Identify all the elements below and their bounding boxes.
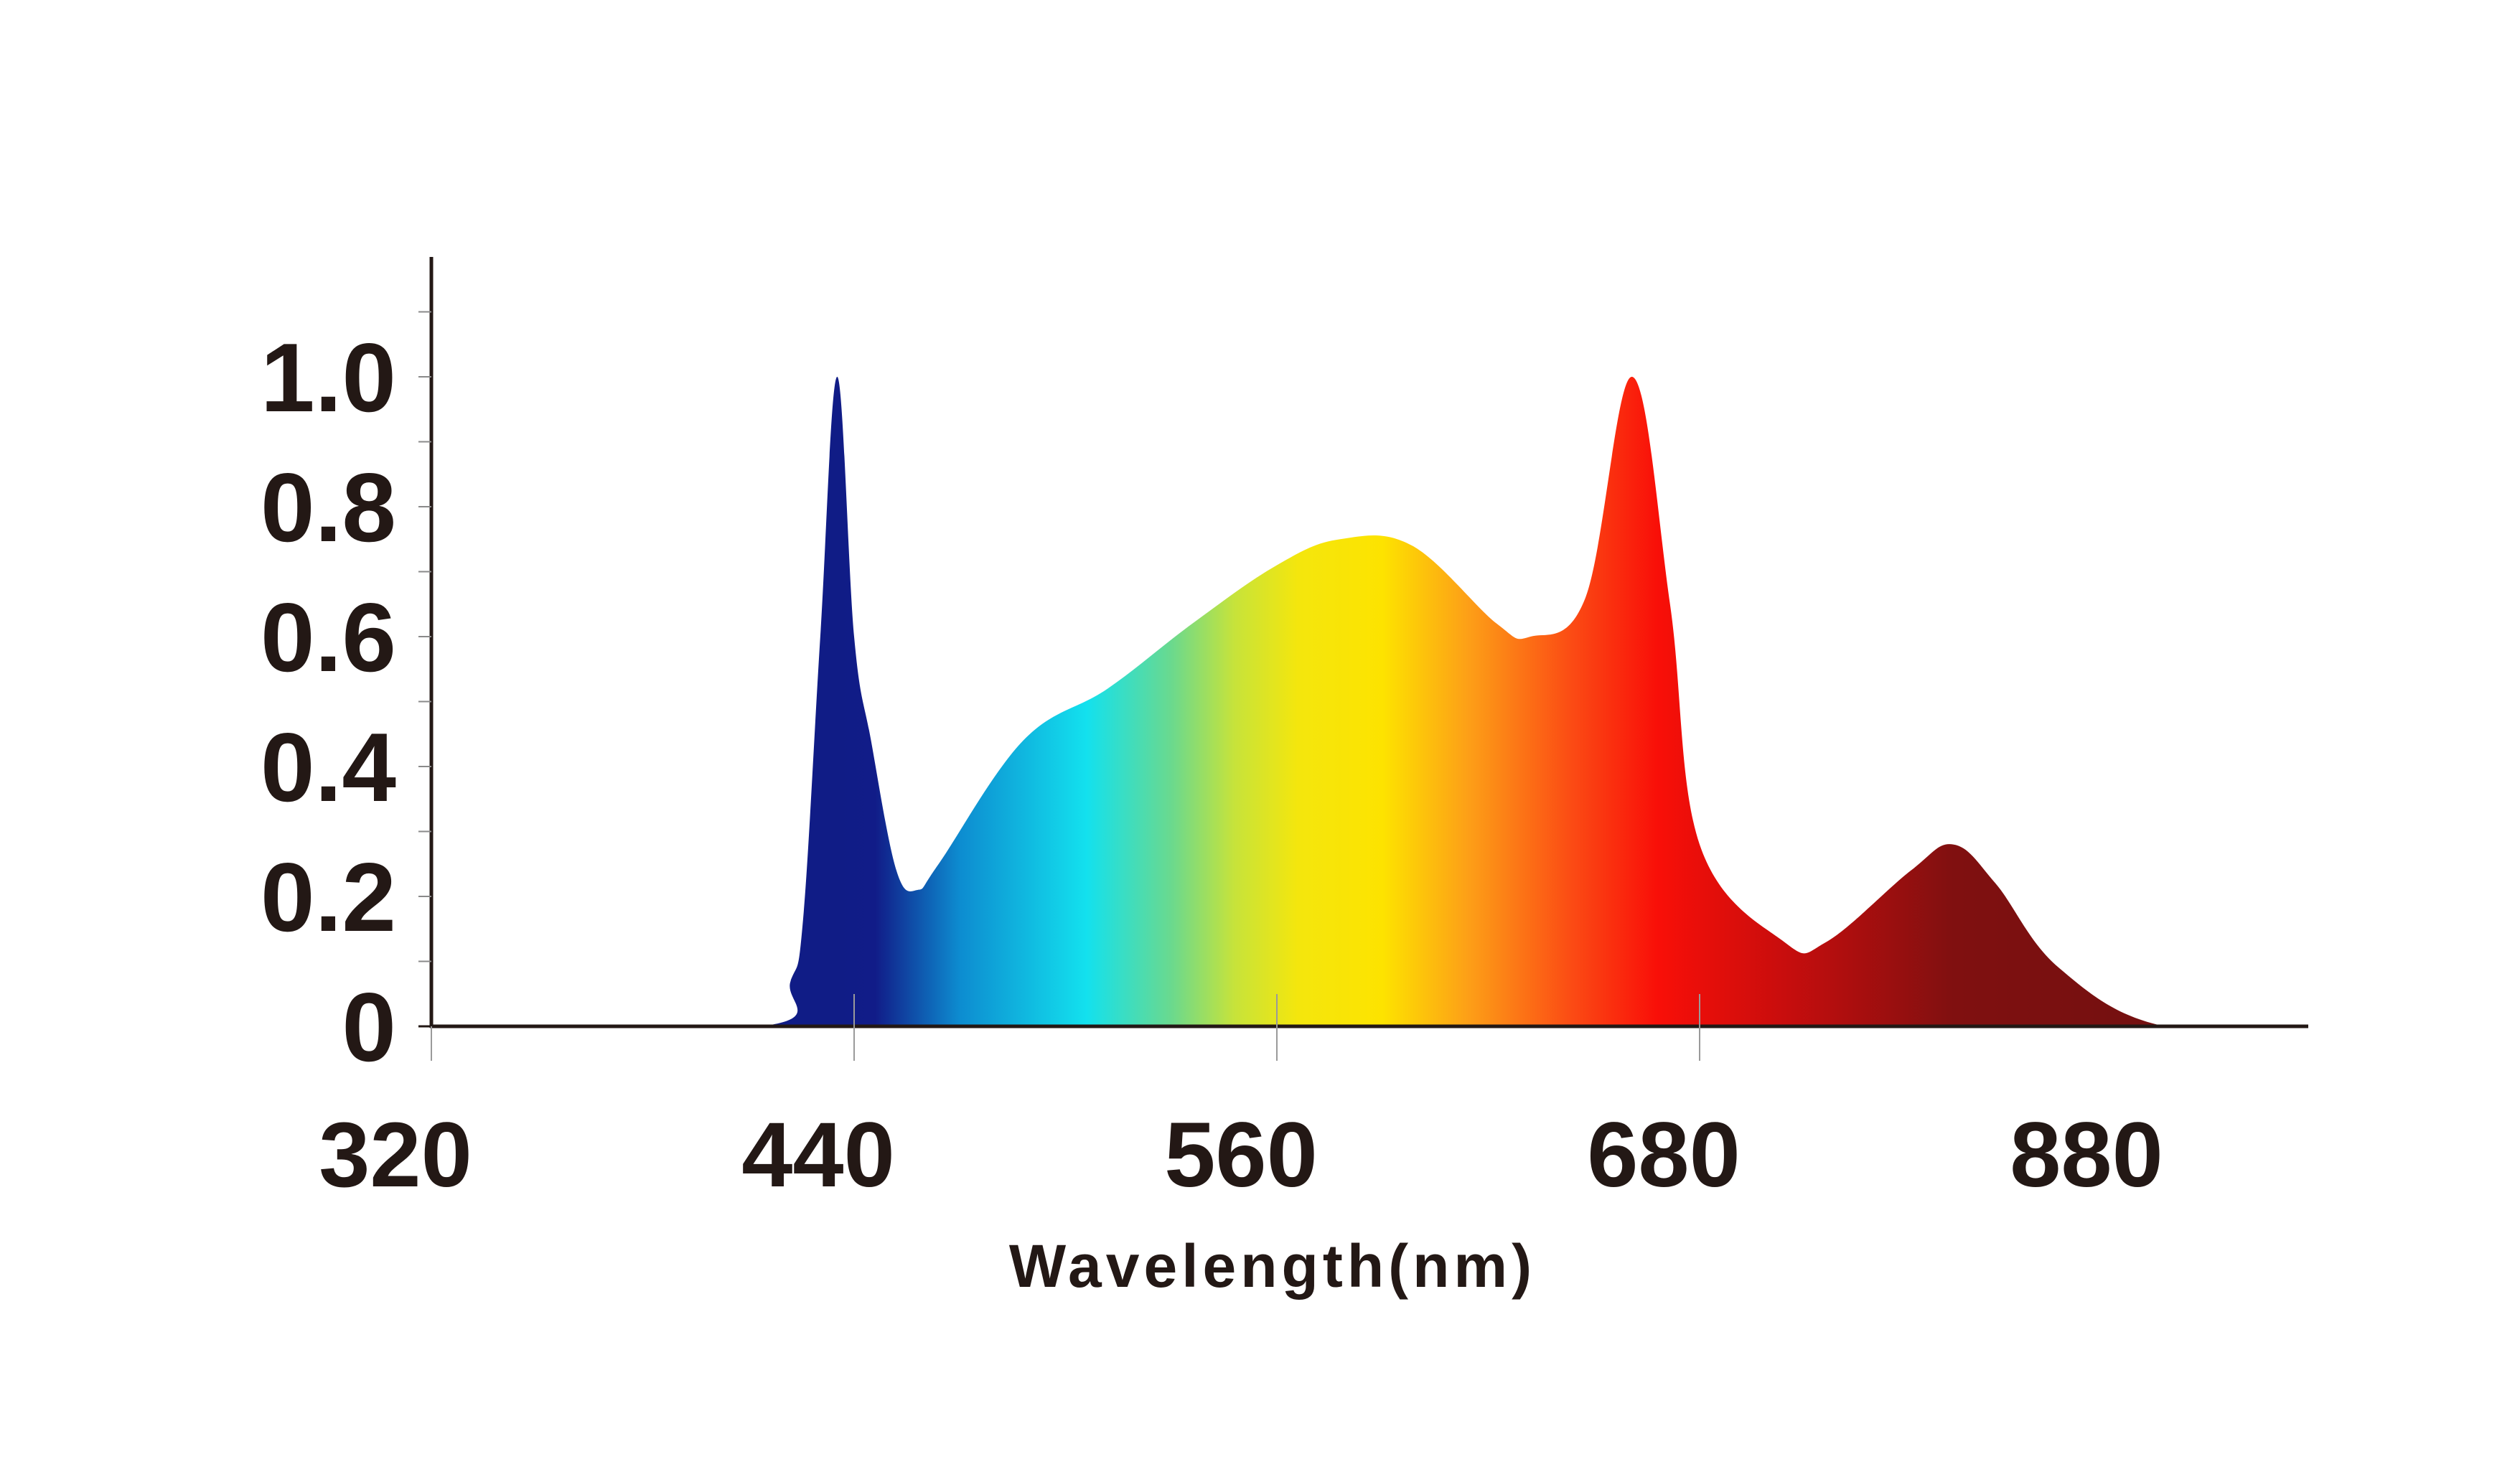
x-tick-label: 680	[1587, 1104, 1741, 1206]
x-tick-label: 440	[741, 1104, 895, 1206]
x-axis-title: Wavelength(nm)	[1009, 1232, 1536, 1300]
x-tick-labels: 320 440 560 680 880	[319, 1104, 2163, 1206]
x-tick-label: 880	[2010, 1104, 2163, 1206]
spectrum-area	[431, 376, 2334, 1026]
x-ticks	[431, 994, 1700, 1061]
x-tick-label: 320	[319, 1104, 472, 1206]
y-tick-labels: 0 0.2 0.4 0.6 0.8 1.0	[261, 323, 396, 1082]
y-minor-ticks	[418, 311, 431, 1028]
y-tick-label: 1.0	[261, 323, 396, 432]
y-tick-label: 0.4	[261, 713, 396, 822]
y-tick-label: 0.2	[261, 843, 396, 952]
y-tick-label: 0.6	[261, 583, 396, 692]
x-tick-label: 560	[1164, 1104, 1318, 1206]
y-tick-label: 0.8	[261, 453, 396, 562]
y-tick-label: 0	[342, 972, 396, 1082]
